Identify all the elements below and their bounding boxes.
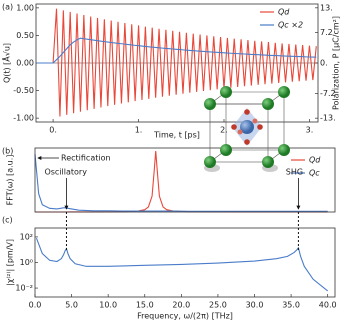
y2-tick-label: -13. [320,114,336,123]
crystal-inset [204,86,290,172]
legend-label: Qc ×2 [278,21,303,30]
y-tick-label: 0.50 [16,31,34,40]
panel-label: (b) [2,147,13,156]
x-tick-label: 5.0 [65,301,78,310]
x-tick-label: 25.0 [209,301,227,310]
series-line [35,237,329,292]
legend-label: Qc [309,169,320,178]
axes-frame [34,227,336,298]
y2-tick-label: 7.2 [320,28,333,37]
x-axis-label: Frequency, ω/(2π) [THz] [137,312,233,321]
annotation: SHG [286,168,303,177]
x-tick-label: 30.0 [246,301,264,310]
x-axis-label: Time, t [ps] [153,131,200,140]
x-tick-label: 1. [135,126,143,135]
plots: (a) 0. 1. 2. 3. -1.00 -0.50 0.00 0.50 1.00 -13. -7.… [1,3,341,321]
y-tick-label: 10⁻² [15,284,33,293]
y-axis-label: |χ⁽²⁾| [pm/V] [6,239,15,286]
panel-label: (a) [2,3,13,12]
y2-axis-label: Polarization, P [μC/cm²] [332,16,341,110]
axes-frame [34,147,336,213]
x-tick-label: 15.0 [136,301,154,310]
x-tick-label: 20.0 [172,301,190,310]
y-tick-label: 1.00 [16,3,34,12]
panel-label: (c) [2,216,13,225]
y2-tick-label: 13. [320,3,333,12]
x-tick-label: 0. [49,126,57,135]
legend-label: Qd [309,156,321,165]
annotation: Rectification [61,154,111,163]
series-line [34,154,328,212]
y2-tick-label: 0. [320,59,328,68]
y2-tick-label: -7.2 [320,89,336,98]
x-tick-label: 10.0 [99,301,117,310]
series-line [36,37,317,64]
series-line [36,8,317,117]
legend-label: Qd [278,8,290,17]
y-axis-label: Q(t) [Å√u] [1,43,12,83]
y-tick-label: -1.00 [13,114,34,123]
x-tick-label: 35.0 [282,301,300,310]
axes-frame [35,3,319,123]
y-tick-label: 0.00 [16,59,34,68]
y-axis-label: FFT(ω) [a.u.] [6,155,15,206]
x-tick-label: 3. [306,126,314,135]
annotation: Oscillatory [44,168,87,177]
y-tick-label: -0.50 [13,86,34,95]
x-tick-label: 40.0 [319,301,337,310]
x-tick-label: 0.0 [29,301,42,310]
y-tick-label: 10² [20,232,33,241]
y-tick-label: 10⁰ [20,258,33,267]
x-tick-label: 2. [220,126,228,135]
